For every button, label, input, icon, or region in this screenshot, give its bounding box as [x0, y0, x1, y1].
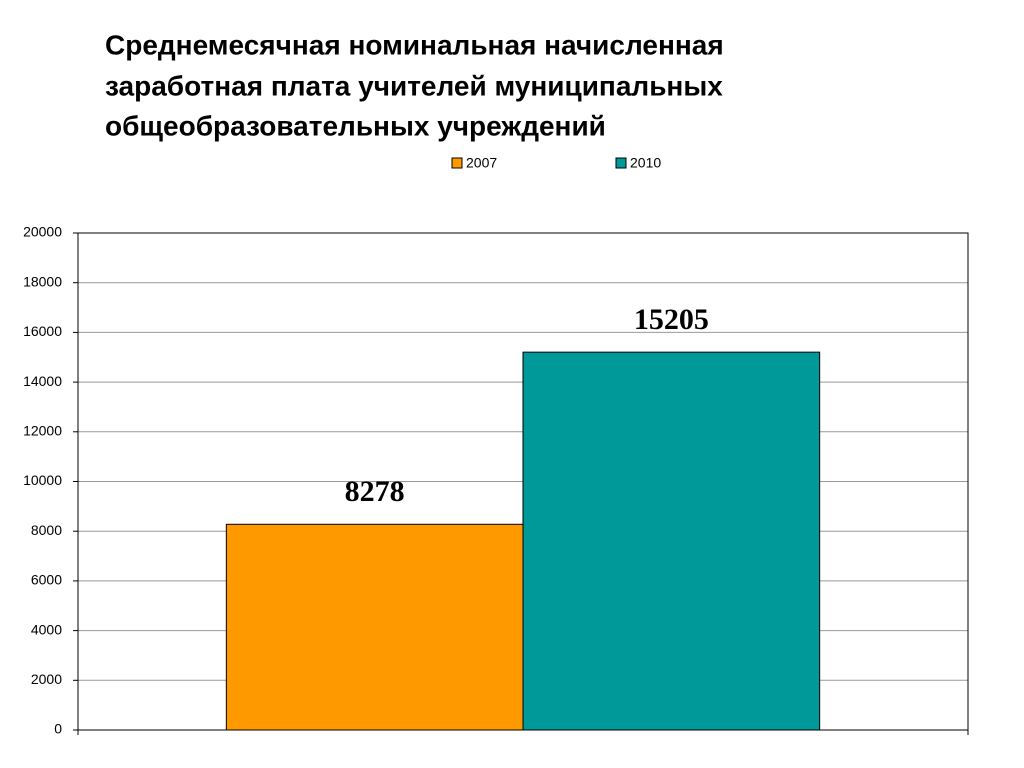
- legend-label: 2010: [630, 155, 661, 171]
- chart-title: заработная плата учителей муниципальных: [105, 70, 723, 101]
- legend-swatch: [451, 157, 463, 169]
- y-tick-label: 20000: [23, 224, 62, 240]
- data-label: 15205: [634, 303, 709, 336]
- y-tick-label: 6000: [31, 572, 62, 588]
- y-tick-label: 10000: [23, 472, 62, 488]
- y-tick-label: 8000: [31, 522, 62, 538]
- y-tick-label: 2000: [31, 671, 62, 687]
- legend-swatch: [615, 157, 627, 169]
- bar: [225, 523, 524, 731]
- data-label: 8278: [345, 475, 405, 508]
- y-tick-label: 12000: [23, 423, 62, 439]
- y-tick-label: 18000: [23, 273, 62, 289]
- y-tick-label: 14000: [23, 373, 62, 389]
- chart-title: общеобразовательных учреждений: [105, 110, 606, 141]
- chart-title: Среднемесячная номинальная начисленная: [105, 29, 724, 60]
- y-tick-label: 16000: [23, 323, 62, 339]
- bar: [522, 351, 821, 731]
- y-tick-label: 0: [54, 721, 62, 737]
- y-tick-label: 4000: [31, 621, 62, 637]
- legend-label: 2007: [466, 155, 497, 171]
